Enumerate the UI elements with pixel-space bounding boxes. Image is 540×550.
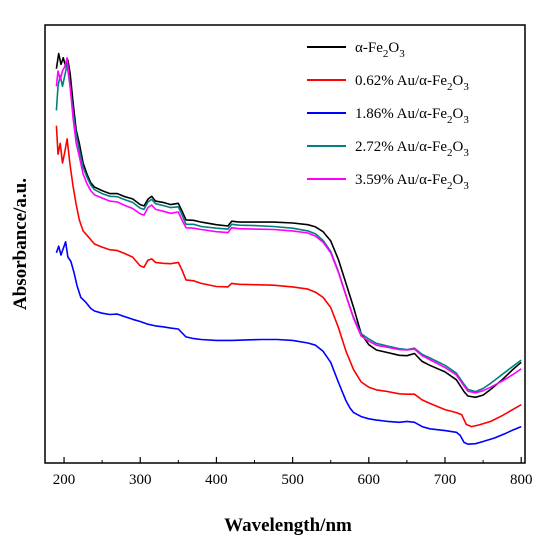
legend-label-2: 0.62% Au/α-Fe2O3 — [355, 73, 469, 93]
series-line-3 — [55, 241, 522, 446]
plot-frame — [44, 24, 526, 464]
x-tick-label: 400 — [205, 472, 228, 488]
x-tick-label: 700 — [434, 472, 457, 488]
legend-label-1: α-Fe2O3 — [355, 40, 405, 60]
legend-label-5: 3.59% Au/α-Fe2O3 — [355, 172, 469, 192]
series-line-1 — [55, 52, 522, 399]
series-line-2 — [55, 125, 522, 428]
x-tick-label: 800 — [510, 472, 533, 488]
series-layer — [55, 52, 522, 446]
x-axis-ticks: 200 300 400 500 600 700 800 — [53, 457, 533, 488]
legend-label-4: 2.72% Au/α-Fe2O3 — [355, 139, 469, 159]
x-tick-label: 600 — [358, 472, 381, 488]
x-tick-label: 200 — [53, 472, 76, 488]
x-axis-title: Wavelength/nm — [224, 515, 352, 536]
y-axis-title: Absorbance/a.u. — [10, 178, 31, 310]
legend: α-Fe2O3 0.62% Au/α-Fe2O3 1.86% Au/α-Fe2O3 2… — [307, 40, 469, 192]
series-line-5 — [55, 56, 522, 394]
x-tick-label: 500 — [281, 472, 304, 488]
x-tick-label: 300 — [129, 472, 152, 488]
series-line-4 — [55, 63, 522, 393]
legend-label-3: 1.86% Au/α-Fe2O3 — [355, 106, 469, 126]
